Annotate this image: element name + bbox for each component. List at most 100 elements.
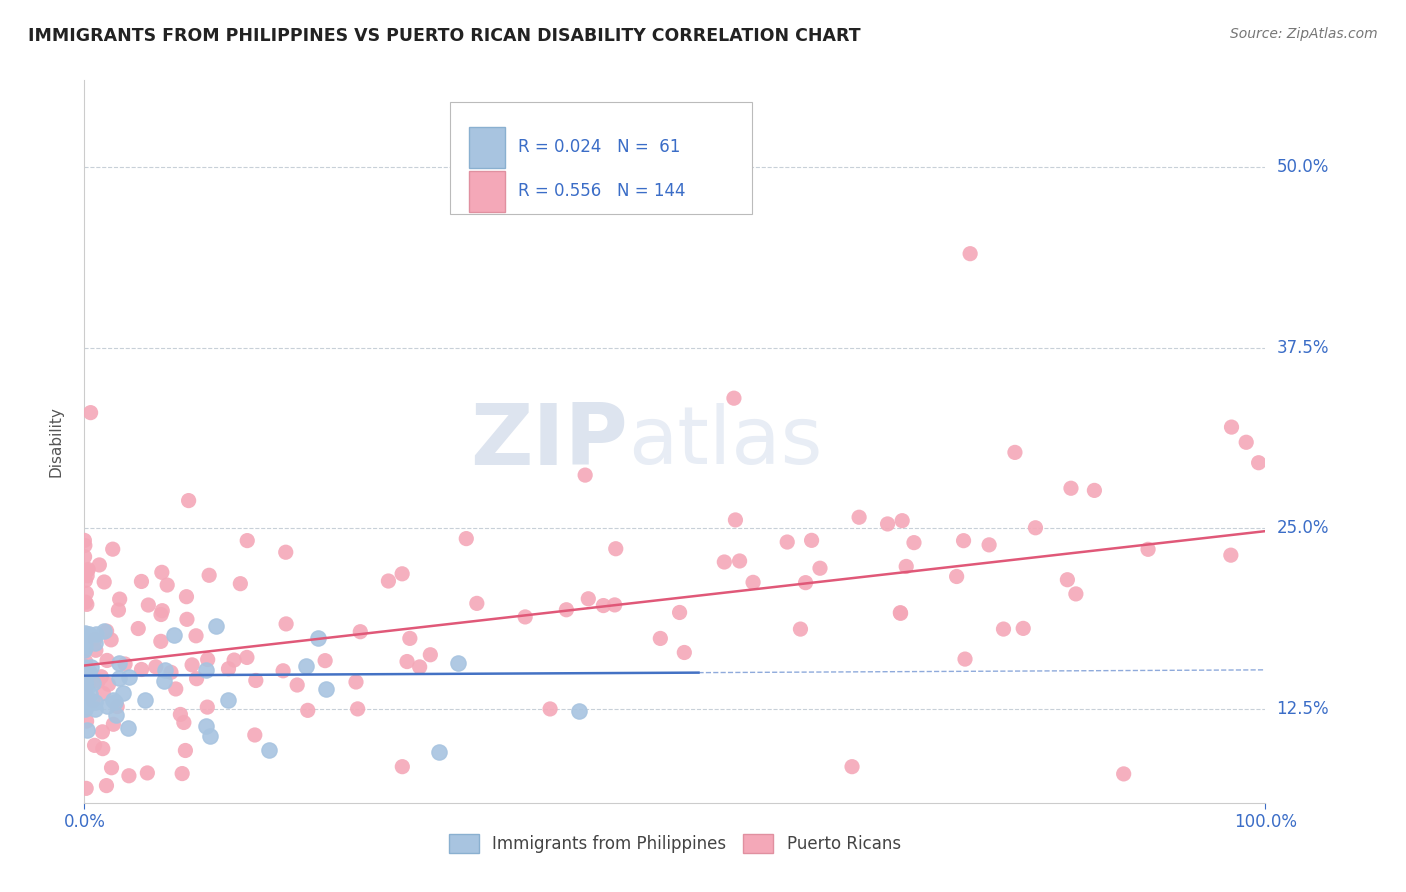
Point (156, 578, 179, 592)
Point (73, 685, 96, 699)
Point (101, 693, 124, 707)
Point (889, 606, 911, 620)
Point (79, 627, 101, 641)
Point (145, 660, 167, 674)
Point (73, 698, 96, 712)
Point (93, 624, 115, 639)
Point (346, 702, 368, 716)
Point (848, 510, 870, 524)
Point (131, 574, 153, 589)
Point (1004, 445, 1026, 459)
Point (91, 724, 114, 739)
Point (592, 599, 614, 613)
Point (73, 674, 96, 689)
Point (89, 558, 111, 572)
Point (101, 542, 124, 557)
Point (274, 616, 297, 631)
Point (84, 643, 107, 657)
Point (229, 576, 252, 591)
Point (150, 566, 173, 580)
Text: 37.5%: 37.5% (1277, 339, 1329, 357)
Point (574, 468, 596, 483)
Point (136, 598, 159, 612)
Point (97, 677, 120, 691)
Point (993, 622, 1015, 636)
Point (75, 686, 97, 700)
Point (91, 741, 114, 756)
Point (136, 766, 159, 780)
Point (77, 665, 100, 679)
Point (794, 575, 817, 590)
Point (891, 514, 914, 528)
Point (205, 619, 228, 633)
Point (896, 559, 918, 574)
Point (186, 672, 208, 686)
Text: 25.0%: 25.0% (1277, 519, 1329, 537)
Point (195, 700, 218, 714)
Point (96, 779, 118, 793)
Point (84, 696, 107, 710)
Point (307, 631, 329, 645)
Point (1219, 548, 1241, 562)
Text: R = 0.556   N = 144: R = 0.556 N = 144 (517, 183, 685, 201)
Point (673, 645, 696, 659)
Point (73, 632, 96, 647)
Point (105, 699, 128, 714)
Point (419, 648, 441, 662)
Point (297, 703, 319, 717)
Point (876, 516, 898, 531)
Point (841, 760, 863, 774)
Point (73, 660, 96, 674)
Point (576, 591, 599, 606)
Point (108, 656, 131, 670)
Point (153, 663, 176, 677)
Point (118, 769, 141, 783)
Point (163, 628, 186, 642)
Point (73, 667, 96, 681)
Point (1112, 767, 1135, 781)
Point (184, 629, 207, 643)
Point (1012, 621, 1035, 635)
Point (77, 677, 100, 691)
Point (808, 561, 831, 575)
Point (96, 624, 118, 639)
Point (134, 692, 156, 706)
Point (73, 671, 96, 685)
Point (176, 590, 198, 604)
Point (79, 687, 101, 701)
Point (959, 246, 981, 260)
Text: 50.0%: 50.0% (1277, 158, 1329, 176)
Point (447, 656, 470, 670)
Point (538, 702, 561, 716)
Point (890, 607, 912, 621)
Text: atlas: atlas (627, 402, 823, 481)
Point (953, 652, 976, 666)
Text: 12.5%: 12.5% (1277, 700, 1329, 718)
Point (90, 670, 112, 684)
Point (100, 632, 122, 647)
Point (668, 606, 690, 620)
Point (245, 673, 267, 688)
Point (169, 707, 191, 722)
Point (1024, 521, 1046, 535)
Text: IMMIGRANTS FROM PHILIPPINES VS PUERTO RICAN DISABILITY CORRELATION CHART: IMMIGRANTS FROM PHILIPPINES VS PUERTO RI… (28, 27, 860, 45)
Point (73, 643, 96, 657)
Point (427, 745, 450, 759)
Point (131, 663, 153, 677)
Point (315, 682, 337, 697)
Point (1056, 573, 1078, 587)
Point (1137, 542, 1160, 557)
Point (195, 663, 218, 677)
Point (93, 574, 115, 589)
Point (73, 690, 96, 705)
Point (149, 634, 172, 648)
Point (1083, 483, 1105, 498)
Point (257, 743, 280, 757)
Point (73, 533, 96, 548)
Point (83, 739, 105, 753)
Point (76, 598, 98, 612)
Point (456, 532, 478, 546)
Point (160, 665, 183, 680)
Point (224, 653, 246, 667)
Point (153, 673, 176, 688)
